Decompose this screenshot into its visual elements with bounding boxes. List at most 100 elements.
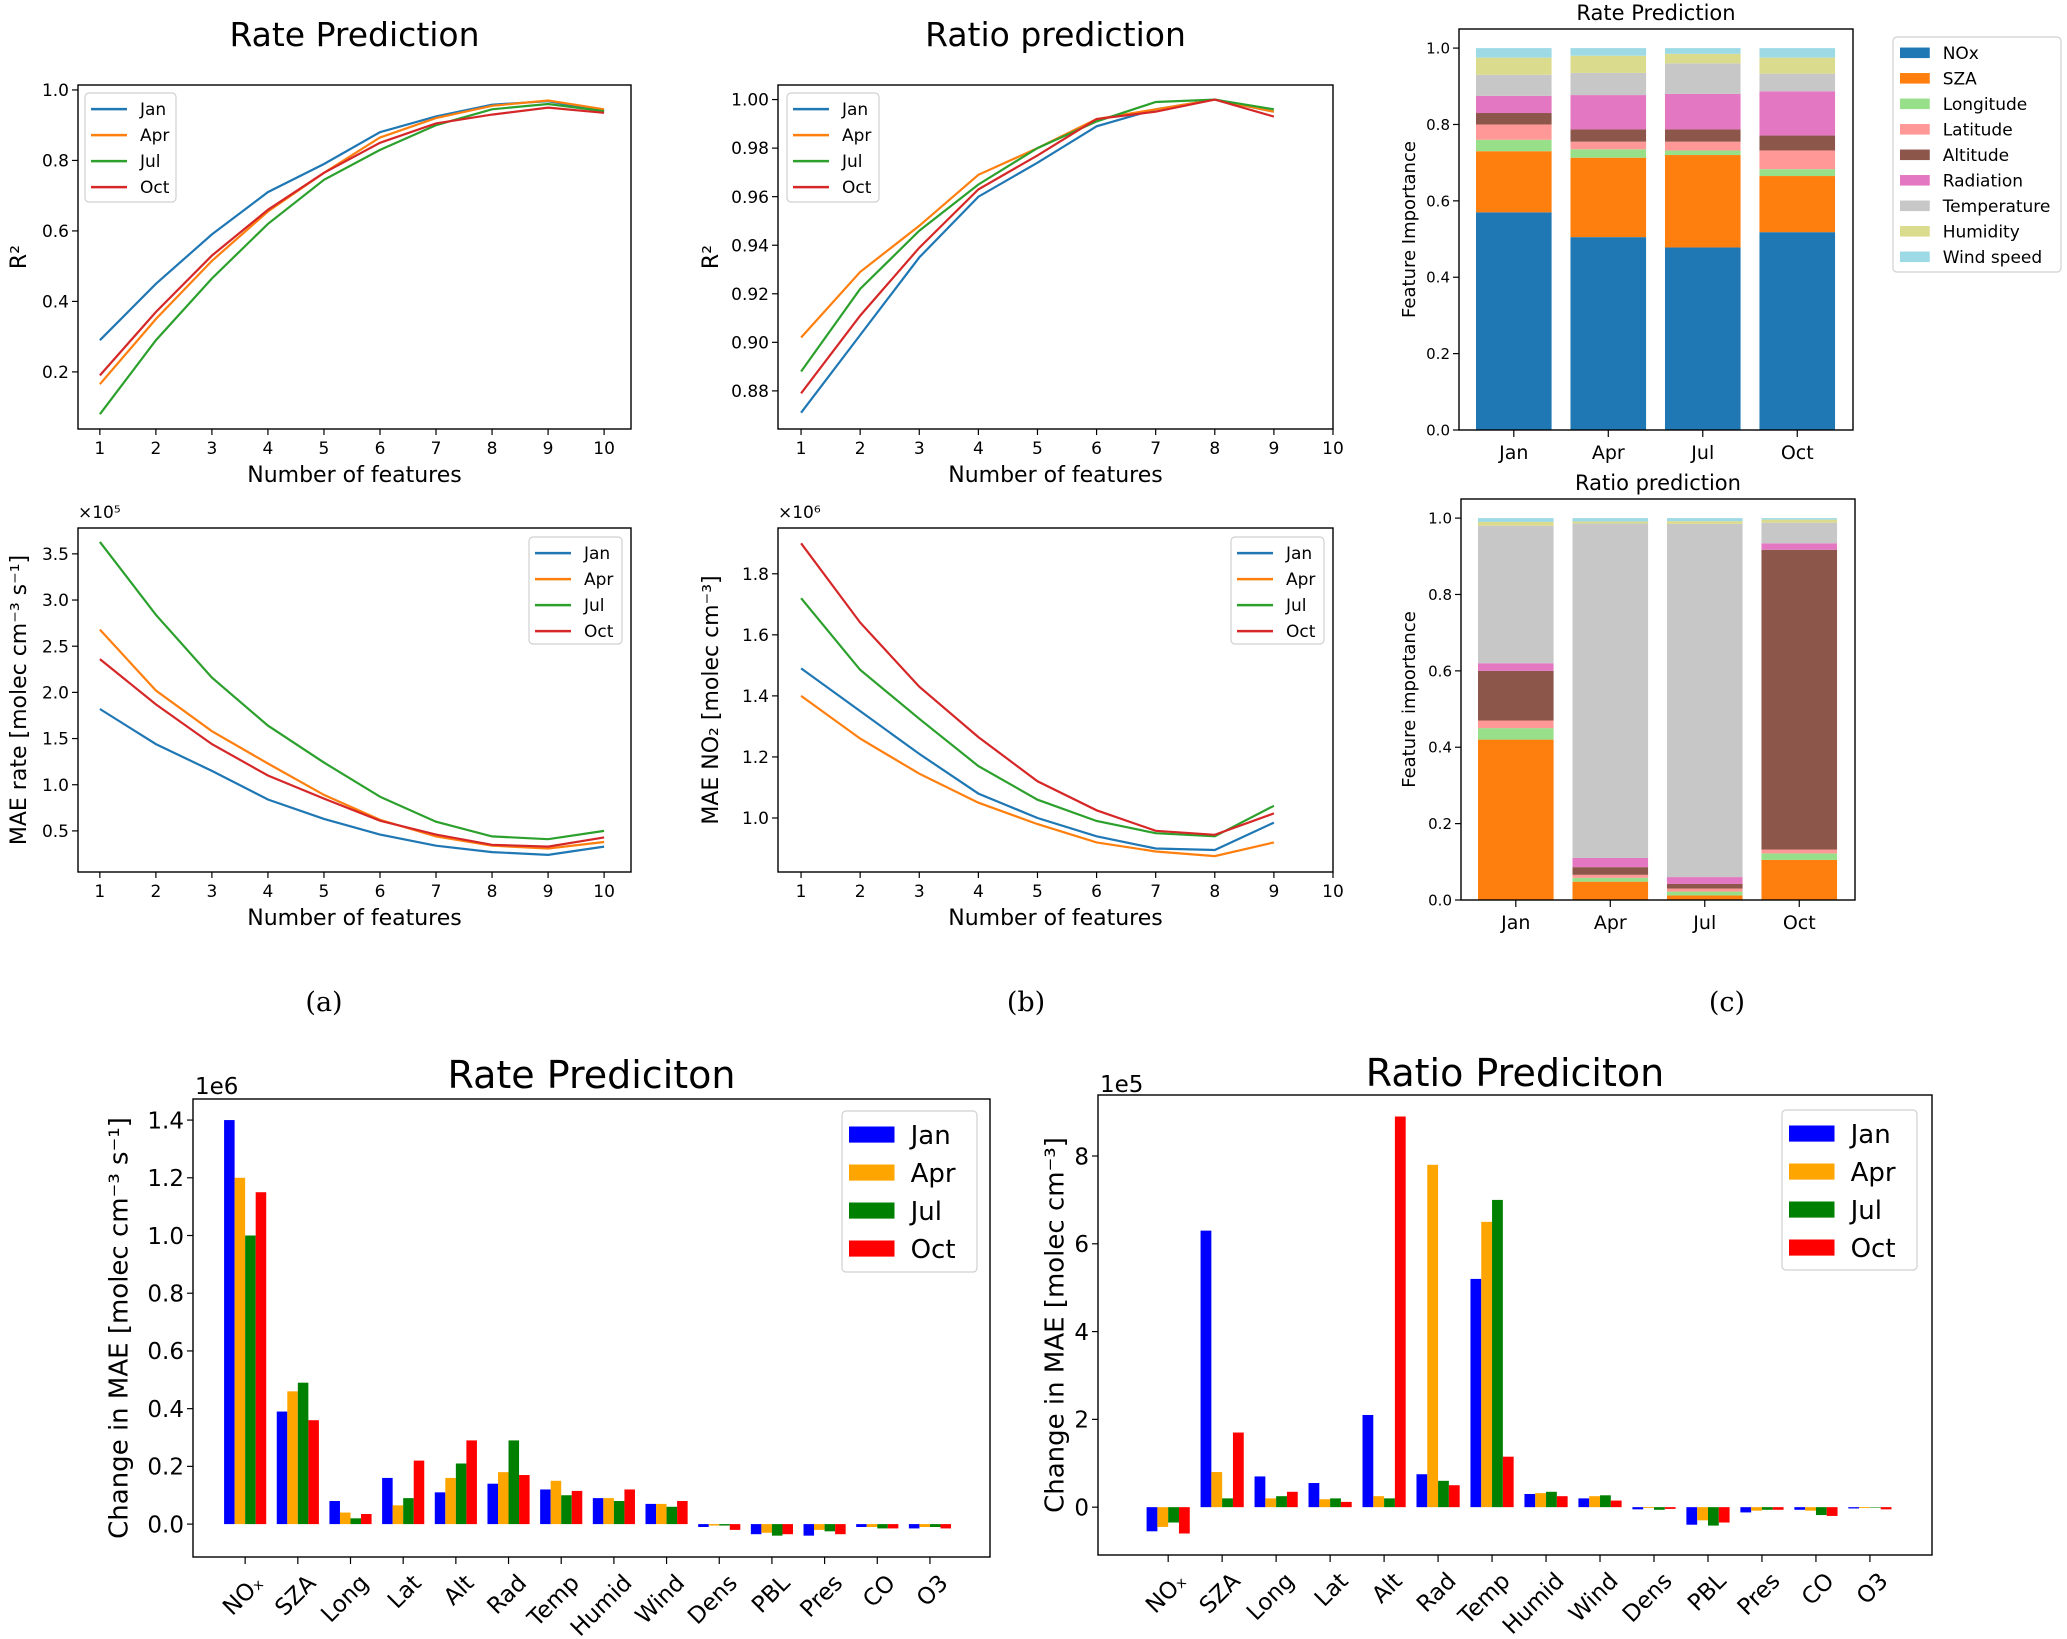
- bar-segment: [1759, 73, 1836, 92]
- chart-b1: 0.88 0.90 0.92 0.94 0.96 0.98 1.00 1 2 3 4 5 6 7 8 9 10 R…: [699, 15, 1344, 488]
- bar-segment: [1572, 874, 1649, 878]
- x-tick-label: 5: [319, 439, 330, 459]
- bar-segment: [1666, 523, 1743, 878]
- category-label: Jul: [1690, 442, 1714, 464]
- category-label: Humid: [1498, 1568, 1570, 1639]
- y-tick-label: 1.0: [742, 809, 769, 829]
- legend-swatch: [1900, 200, 1930, 212]
- category-label: SZA: [270, 1570, 321, 1621]
- bar: [361, 1513, 372, 1525]
- bar-segment: [1572, 518, 1649, 522]
- x-tick-label: 9: [1268, 882, 1279, 902]
- chart-a2: 0.5 1.0 1.5 2.0 2.5 3.0 3.5 1 2 3 4 5 6 7 8 9 10 Number o…: [7, 503, 632, 931]
- bar-segment: [1478, 521, 1554, 526]
- y-axis-label: R²: [699, 245, 724, 269]
- category-label: SZA: [1195, 1568, 1246, 1619]
- bar: [719, 1524, 730, 1526]
- y-tick-label: 0.6: [1428, 662, 1452, 680]
- legend-label: Jul: [139, 152, 161, 172]
- chart-b2: 1.0 1.2 1.4 1.6 1.8 1 2 3 4 5 6 7 8 9 10 Number of feat…: [699, 503, 1344, 931]
- x-tick-label: 8: [1209, 439, 1220, 459]
- bar: [1751, 1507, 1762, 1511]
- bar-segment: [1759, 135, 1836, 151]
- bar-segment: [1572, 523, 1649, 858]
- y-tick-label: 0.6: [1426, 192, 1450, 210]
- legend-frame: [528, 536, 623, 645]
- y-tick-label: 1.00: [731, 91, 769, 111]
- bar: [803, 1524, 815, 1536]
- bar: [1815, 1507, 1827, 1516]
- bar: [550, 1480, 562, 1525]
- bar-segment: [1761, 518, 1838, 520]
- series-line-jan: [800, 667, 1275, 852]
- legend-label: Oct: [1851, 1234, 1896, 1264]
- chart-c1: 0.0 0.2 0.4 0.6 0.8 1.0 Jan Apr Jul Oct Rate Predi…: [1399, 1, 2062, 464]
- legend-label: Radiation: [1943, 171, 2023, 191]
- y-tick-label: 0.94: [731, 236, 769, 256]
- bar-segment: [1759, 91, 1836, 136]
- bar-segment: [1666, 891, 1743, 896]
- chart-title: Ratio Prediciton: [1366, 1051, 1664, 1095]
- series-line-jan: [99, 708, 605, 857]
- legend: Jan Apr Jul Oct: [1230, 536, 1325, 645]
- y-tick-label: 0.8: [42, 152, 69, 172]
- bar-segment: [1759, 176, 1836, 233]
- bar-segment: [1476, 151, 1552, 213]
- legend-label: Altitude: [1943, 146, 2009, 166]
- bar: [919, 1524, 930, 1527]
- legend-swatch: [1789, 1239, 1835, 1256]
- bar: [1589, 1496, 1601, 1508]
- bar-segment: [1476, 95, 1552, 114]
- y-tick-label: 0.2: [42, 363, 69, 383]
- y-tick-label: 1.4: [742, 687, 769, 707]
- x-tick-label: 7: [1150, 439, 1161, 459]
- bar-segment: [1664, 150, 1741, 156]
- chart-title: Ratio prediction: [925, 15, 1186, 54]
- x-tick-label: 5: [319, 882, 330, 902]
- bar: [224, 1120, 235, 1525]
- legend-label: Jan: [841, 100, 868, 120]
- bar: [835, 1524, 846, 1535]
- bar: [1859, 1507, 1870, 1509]
- legend: NOx SZA Longitude Latitude Altitude Radiation…: [1892, 36, 2062, 273]
- bar-segment: [1570, 149, 1647, 158]
- x-tick-label: 2: [150, 439, 161, 459]
- bar-segment: [1572, 867, 1649, 875]
- y-tick-label: 0.4: [42, 293, 69, 313]
- y-tick-label: 0.4: [1428, 739, 1452, 757]
- bar: [1481, 1221, 1493, 1508]
- bar: [708, 1524, 720, 1526]
- category-label: Wind: [631, 1570, 690, 1629]
- y-axis-label: Change in MAE [molec cm⁻³]: [1041, 1137, 1071, 1513]
- legend-frame: [84, 92, 177, 203]
- bar-segment: [1476, 124, 1552, 140]
- bar-segment: [1759, 169, 1836, 177]
- legend-label: Jul: [909, 1197, 942, 1227]
- series-line-jul: [99, 541, 605, 841]
- legend-frame: [841, 1110, 978, 1273]
- panel-label-b: (b): [1007, 987, 1045, 1018]
- y-tick-label: 0.8: [1426, 116, 1450, 134]
- y-tick-label: 1.4: [147, 1108, 184, 1134]
- chart-c2: 0.0 0.2 0.4 0.6 0.8 1.0 Jan Apr Jul Oct Ratio pred…: [1399, 471, 1856, 934]
- x-tick-label: 1: [94, 439, 105, 459]
- legend-swatch: [1900, 124, 1930, 135]
- y-tick-label: 0.98: [731, 139, 769, 159]
- x-axis-label: Number of features: [948, 906, 1162, 931]
- bar-segment: [1761, 849, 1838, 854]
- x-tick-label: 3: [206, 439, 217, 459]
- legend-label: NOx: [1943, 44, 1979, 64]
- x-tick-label: 2: [855, 439, 866, 459]
- plot-frame: [777, 527, 1334, 873]
- bar: [1880, 1507, 1892, 1510]
- bar: [856, 1524, 867, 1527]
- bar-segment: [1478, 739, 1554, 900]
- bar: [1308, 1483, 1320, 1508]
- y-tick-label: 0.96: [731, 188, 769, 208]
- bar: [1200, 1230, 1212, 1508]
- y-tick-label: 0.8: [1428, 586, 1452, 604]
- bar-segment: [1478, 518, 1554, 522]
- legend-swatch: [849, 1202, 895, 1219]
- bar: [1470, 1278, 1482, 1508]
